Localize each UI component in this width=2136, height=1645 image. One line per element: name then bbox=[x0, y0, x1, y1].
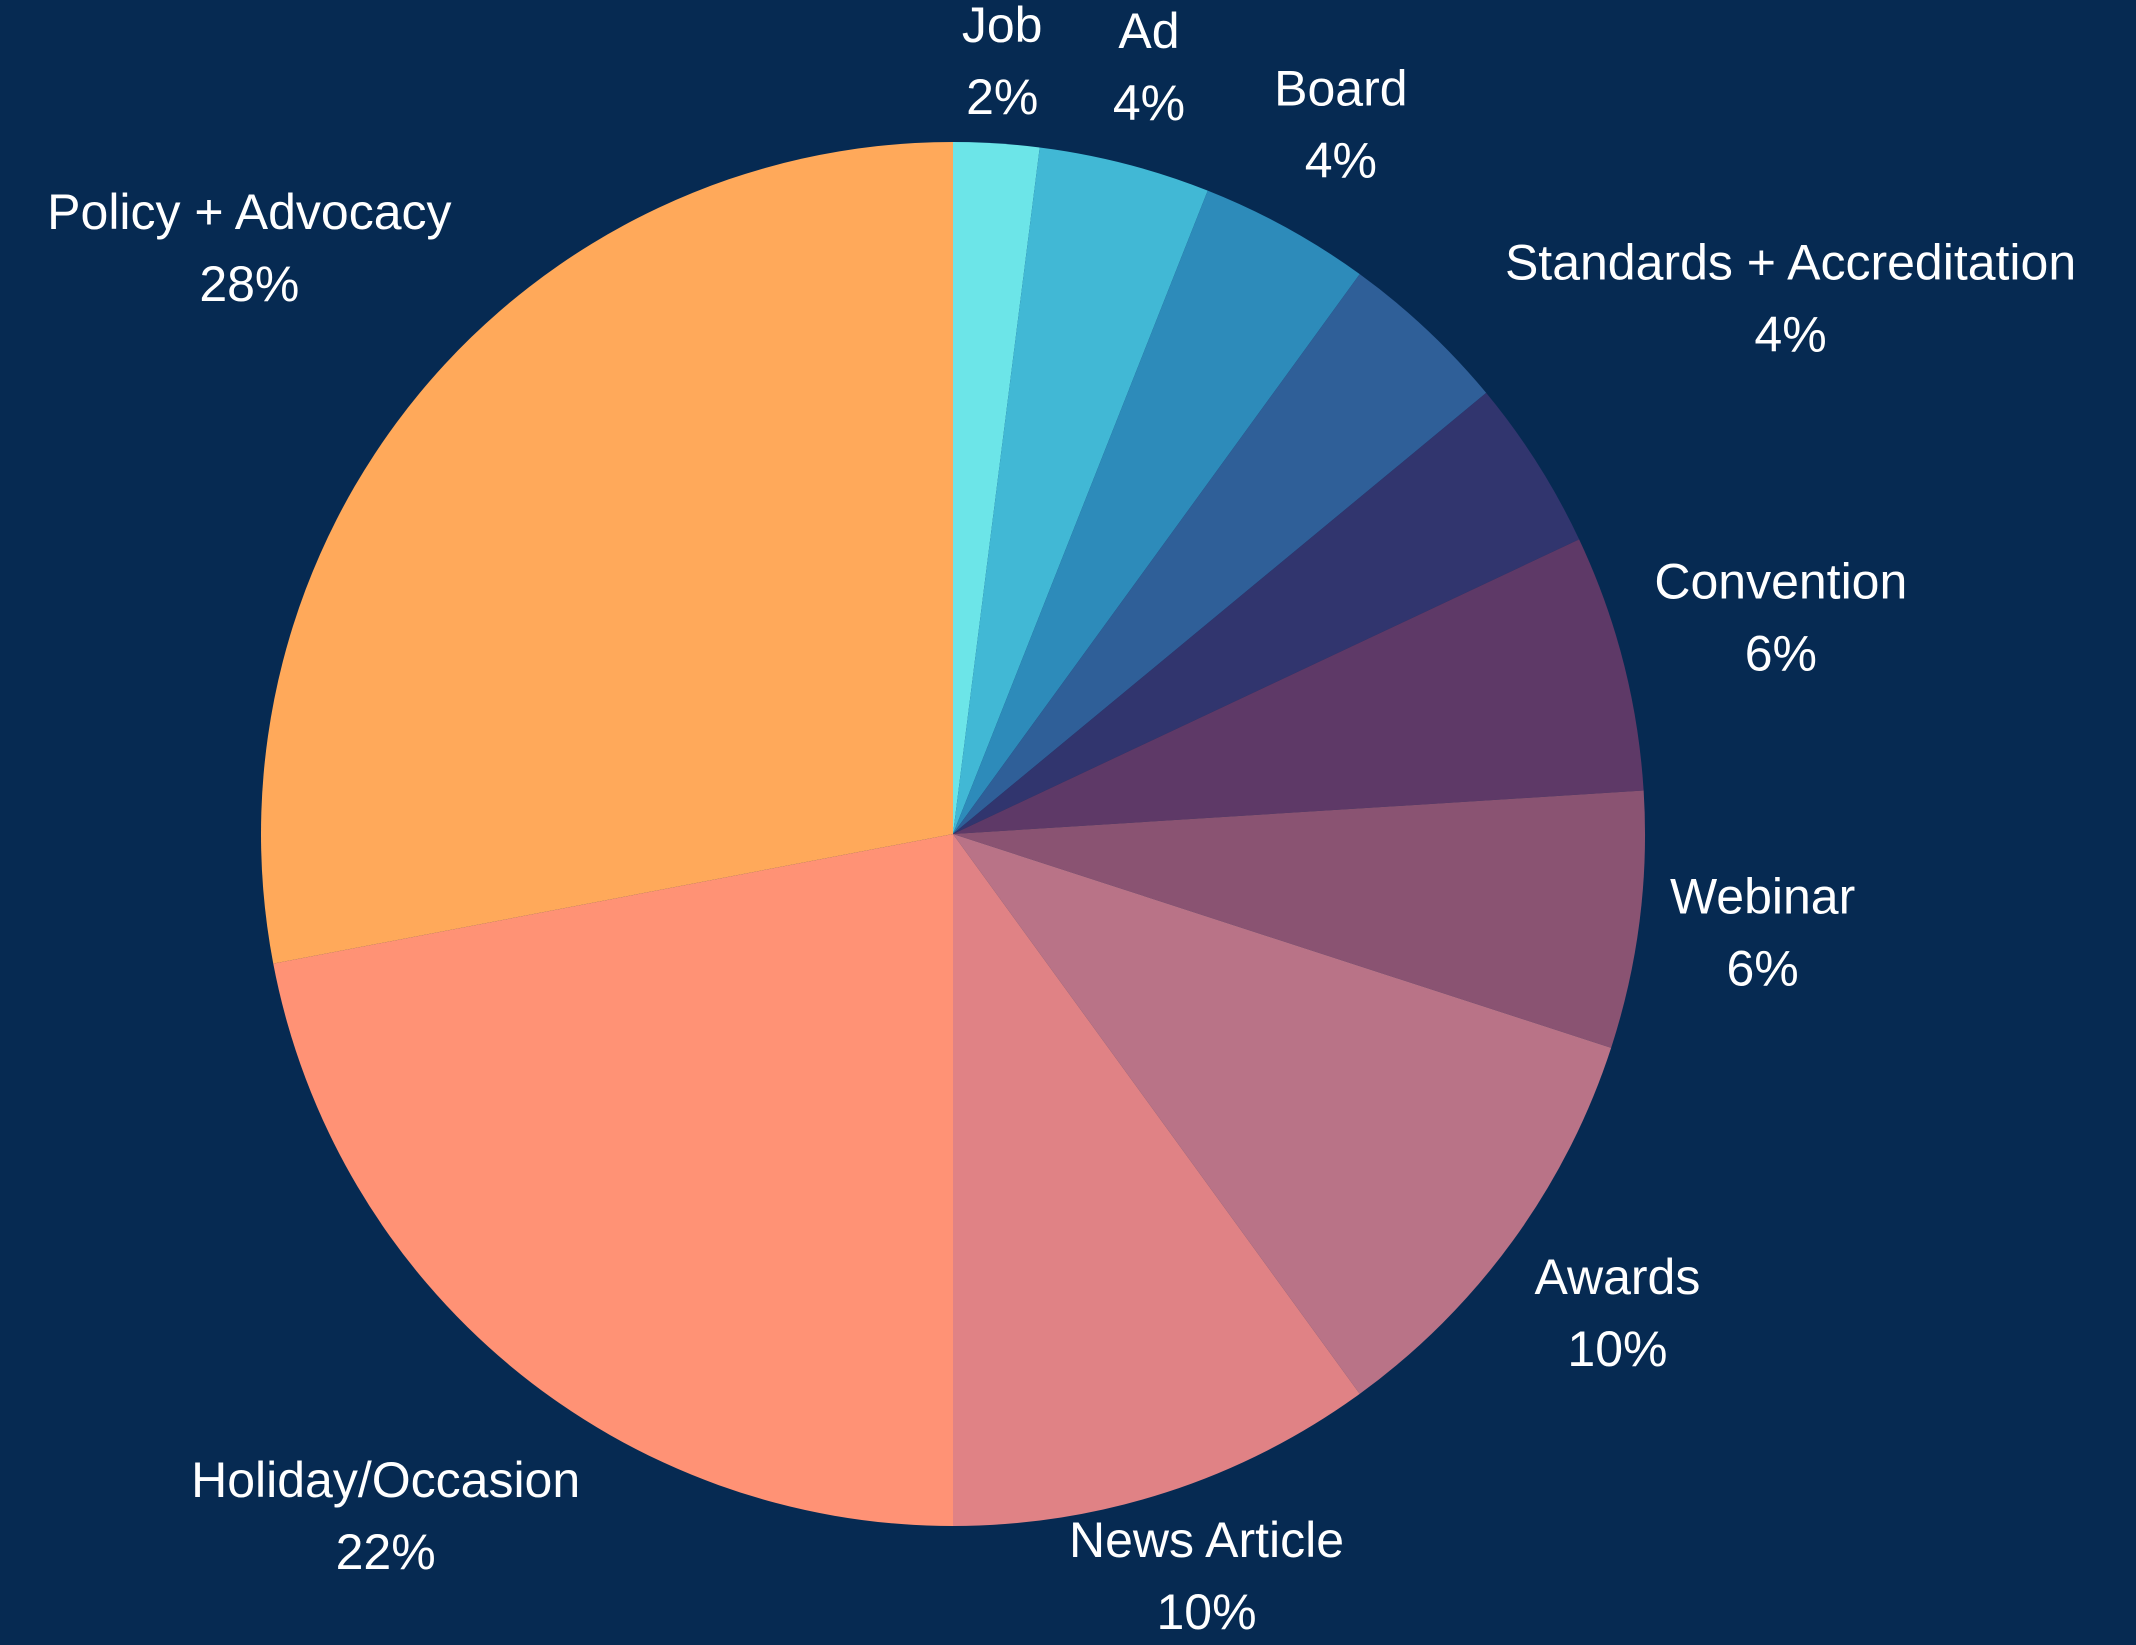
value-label: 22% bbox=[336, 1524, 436, 1580]
pie-slice bbox=[273, 834, 954, 1526]
category-label: Ad bbox=[1118, 3, 1179, 59]
category-label: Board bbox=[1274, 61, 1407, 117]
slice-label: Ad 4% bbox=[1113, 3, 1185, 131]
value-label: 2% bbox=[966, 69, 1038, 125]
pie-slice bbox=[953, 539, 1644, 834]
category-label: Policy + Advocacy bbox=[47, 184, 451, 240]
pie-slice bbox=[953, 190, 1360, 834]
pie-slice bbox=[953, 274, 1487, 834]
category-label: News Article bbox=[1069, 1512, 1344, 1568]
pie-slice bbox=[953, 834, 1360, 1526]
slice-label: Webinar 6% bbox=[1670, 868, 1855, 996]
slice-label: Board 4% bbox=[1274, 61, 1407, 189]
category-label: Convention bbox=[1654, 554, 1907, 610]
category-label: Job bbox=[962, 0, 1043, 53]
slice-label: Holiday/Occasion 22% bbox=[191, 1452, 580, 1580]
value-label: 10% bbox=[1156, 1584, 1256, 1640]
pie-slice bbox=[260, 142, 953, 964]
value-label: 4% bbox=[1754, 307, 1826, 363]
value-label: 10% bbox=[1567, 1321, 1667, 1377]
value-label: 4% bbox=[1113, 75, 1185, 131]
value-label: 4% bbox=[1305, 133, 1377, 189]
slice-label: Job 2% bbox=[962, 0, 1043, 125]
value-label: 6% bbox=[1745, 626, 1817, 682]
pie-slice bbox=[953, 834, 1612, 1394]
slice-label: Convention 6% bbox=[1654, 554, 1907, 682]
slice-label: Policy + Advocacy 28% bbox=[47, 184, 451, 312]
value-label: 28% bbox=[199, 256, 299, 312]
slice-label: Awards 10% bbox=[1535, 1249, 1701, 1377]
category-label: Holiday/Occasion bbox=[191, 1452, 580, 1508]
pie-slice bbox=[953, 147, 1208, 835]
value-label: 6% bbox=[1726, 940, 1798, 996]
slice-label: Standards + Accreditation 4% bbox=[1505, 235, 2076, 363]
category-label: Webinar bbox=[1670, 868, 1855, 924]
category-label: Awards bbox=[1535, 1249, 1701, 1305]
pie-slice bbox=[953, 790, 1646, 1048]
pie-slice bbox=[953, 142, 1040, 834]
pie-slice bbox=[953, 392, 1580, 834]
category-label: Standards + Accreditation bbox=[1505, 235, 2076, 291]
slice-label: News Article 10% bbox=[1069, 1512, 1344, 1640]
